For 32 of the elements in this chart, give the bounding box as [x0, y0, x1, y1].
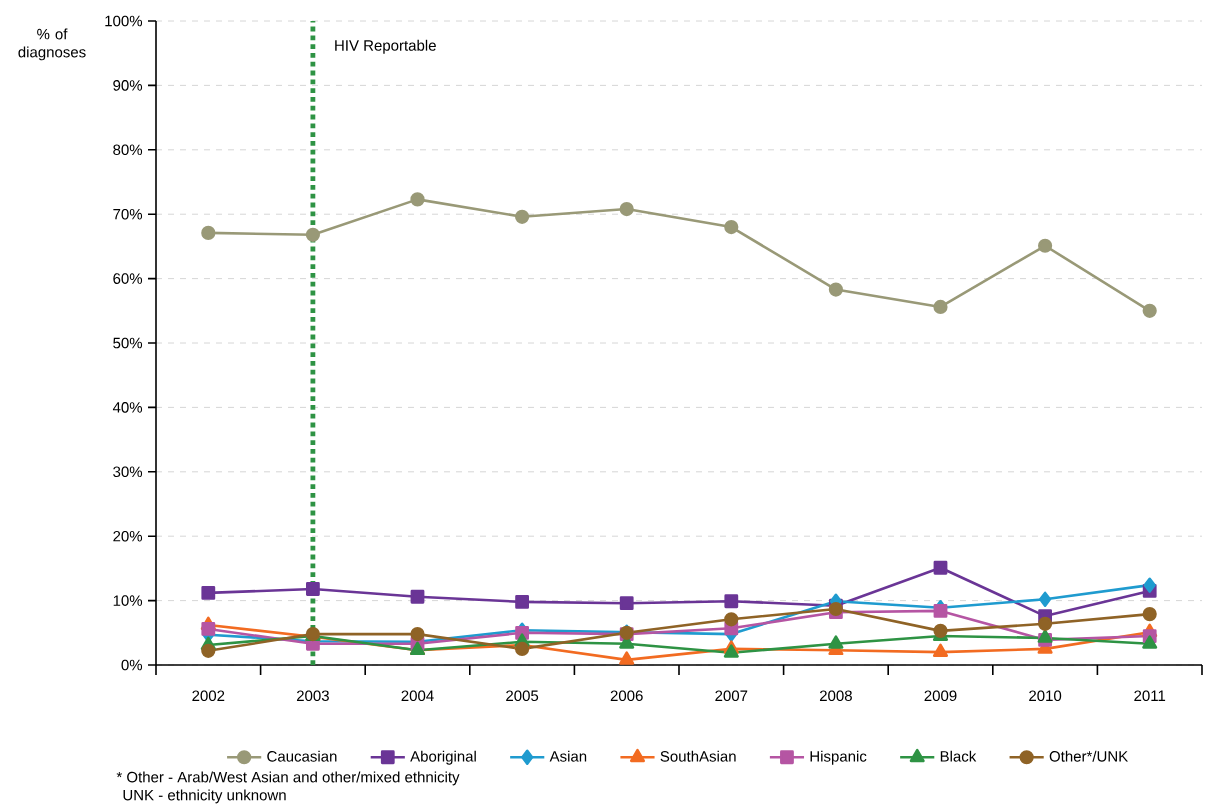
y-tick-label: 0% [121, 659, 143, 671]
y-tick-label: 100% [105, 15, 143, 27]
legend-label: Black [940, 750, 977, 762]
x-tick-label: 2005 [506, 690, 539, 702]
x-tick-label: 2003 [296, 690, 329, 702]
y-tick-label: 30% [113, 466, 143, 478]
x-tick-label: 2004 [401, 690, 434, 702]
y-tick-label: 40% [112, 402, 143, 413]
y-tick-label: 10% [113, 595, 143, 606]
legend-label: Hispanic [810, 750, 867, 765]
y-tick-label: 20% [113, 530, 143, 542]
legend-label: Other*/UNK [1049, 750, 1129, 762]
legend-label: Aboriginal [410, 750, 476, 765]
y-tick-label: 80% [113, 144, 143, 156]
legend-label: Asian [549, 750, 587, 762]
y-tick-label: 60% [113, 273, 143, 284]
x-tick-label: 2002 [192, 690, 225, 702]
x-tick-label: 2006 [610, 690, 643, 702]
x-tick-label: 2011 [1134, 690, 1166, 702]
legend-label: Caucasian [267, 750, 337, 762]
legend-label: SouthAsian [660, 750, 736, 762]
y-tick-label: 70% [113, 208, 143, 220]
x-tick-label: 2010 [1029, 690, 1062, 702]
y-tick-label: 50% [113, 337, 143, 349]
x-tick-label: 2007 [715, 690, 748, 702]
y-axis-title: % of diagnoses [18, 28, 86, 61]
y-tick-label: 90% [113, 80, 143, 91]
x-tick-label: 2008 [819, 690, 852, 702]
ref-line-label: HIV Reportable [335, 39, 436, 54]
x-tick-label: 2009 [924, 690, 957, 702]
text: * Other - Arab/West Asian and other/mixed ethnicity [116, 771, 460, 786]
text: UNK - ethnicity unknown [123, 789, 286, 804]
